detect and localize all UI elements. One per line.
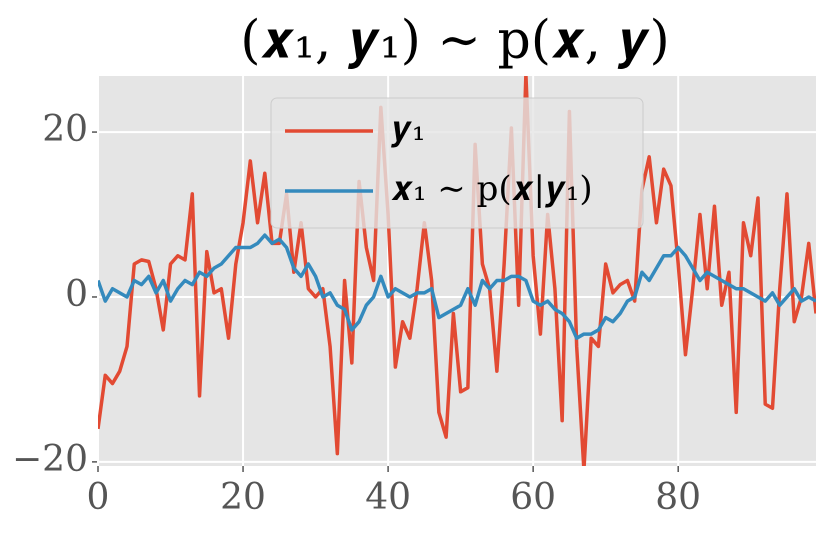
y-tick-label: 20 <box>42 109 88 150</box>
x-tick-label: 20 <box>220 477 266 518</box>
x-tick-label: 80 <box>655 477 701 518</box>
x-tick-label: 60 <box>510 477 556 518</box>
y-tick-label: −20 <box>12 439 88 480</box>
line-series <box>98 76 816 466</box>
line-series <box>98 233 816 340</box>
x-tick-label: 0 <box>87 477 110 518</box>
legend-label: 𝒙₁ ∼ p(𝒙|𝒚₁) <box>391 169 593 209</box>
y-tick-label: 0 <box>65 274 88 315</box>
chart-title: (𝒙₁, 𝒚₁) ∼ p(𝒙, 𝒚) <box>240 11 670 71</box>
legend-label: 𝒚₁ <box>391 109 425 149</box>
x-tick-label: 40 <box>365 477 411 518</box>
